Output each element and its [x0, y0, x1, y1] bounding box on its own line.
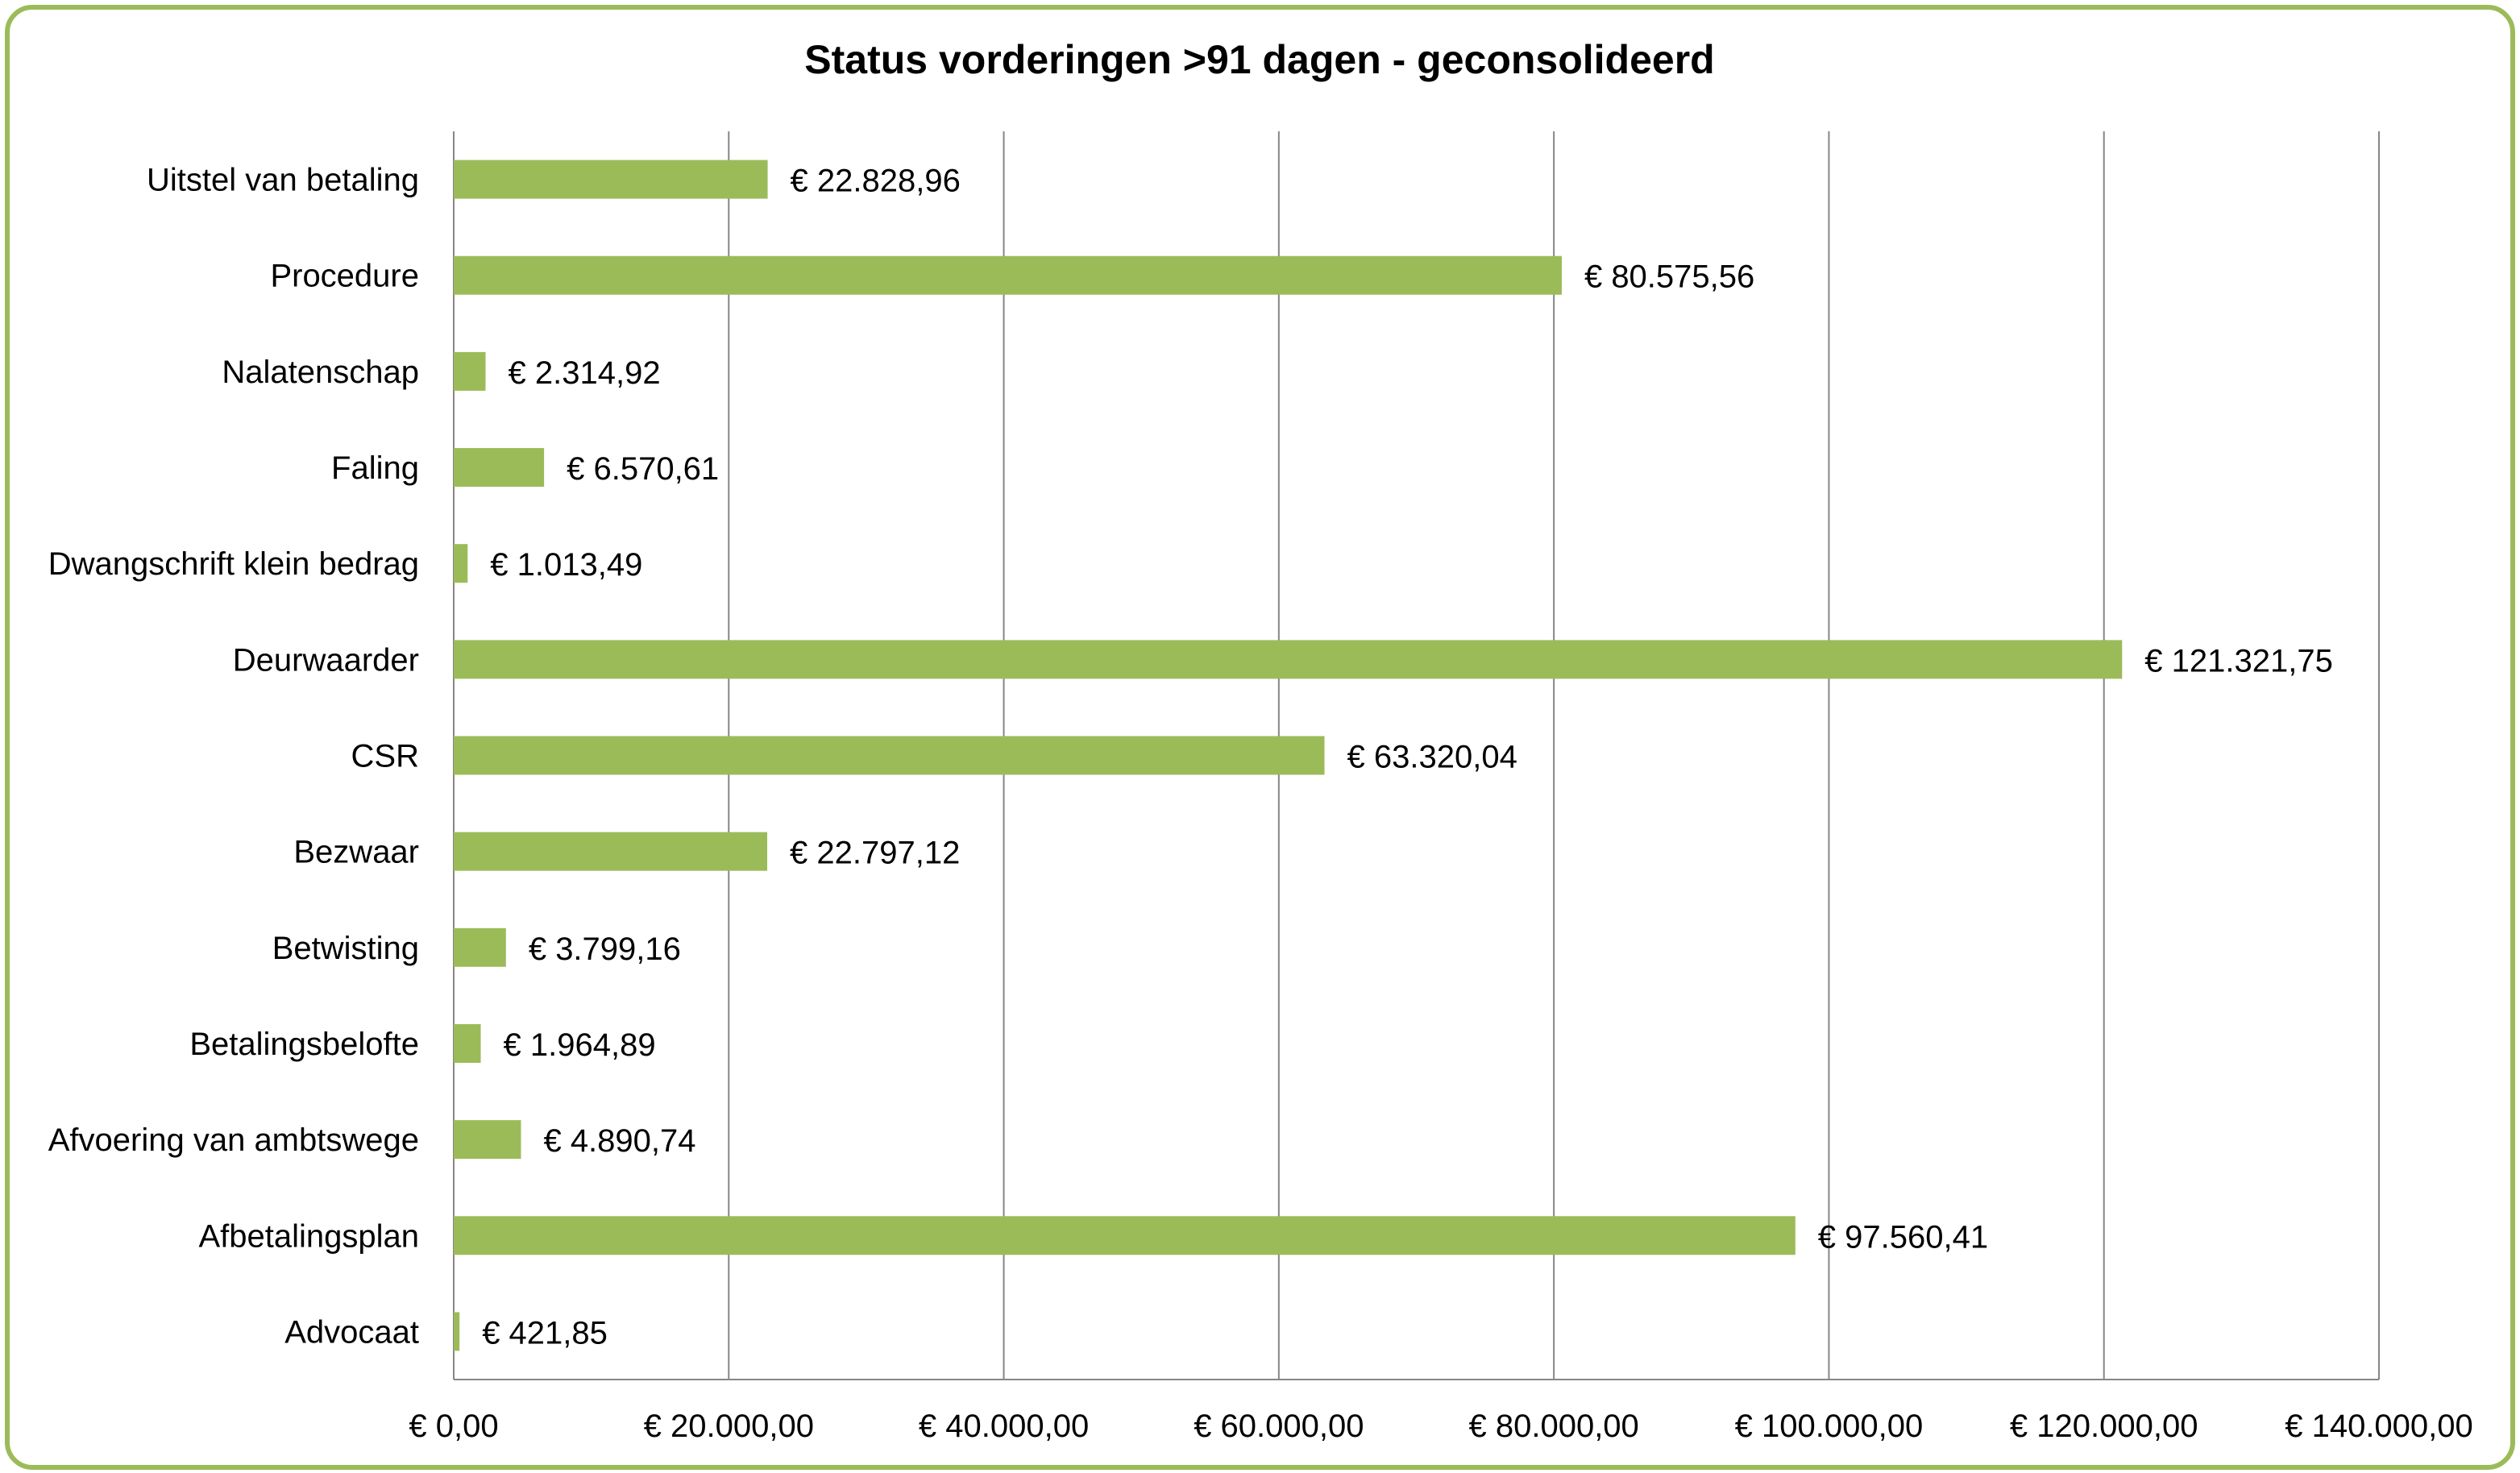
value-label-2: € 2.314,92 [509, 355, 661, 391]
category-label-8: Betwisting [272, 931, 419, 966]
category-labels: Uitstel van betaling Procedure Nalatenscha… [48, 163, 419, 1351]
x-axis-tick-labels: € 0,00 € 20.000,00 € 40.000,00 € 60.000,00 €… [409, 1409, 2472, 1444]
bar-7 [454, 832, 768, 871]
value-labels: € 22.828,96 € 80.575,56 € 2.314,92 € 6.570,… [482, 164, 2333, 1351]
x-tick-label-6: € 120.000,00 [2010, 1409, 2198, 1444]
value-label-7: € 22.797,12 [790, 836, 960, 871]
value-label-4: € 1.013,49 [490, 547, 642, 583]
category-label-1: Procedure [270, 259, 419, 294]
bar-11 [454, 1216, 1796, 1255]
category-label-4: Dwangschrift klein bedrag [48, 546, 419, 582]
value-label-8: € 3.799,16 [529, 932, 681, 967]
bar-10 [454, 1120, 521, 1160]
bar-5 [454, 640, 2123, 679]
category-label-3: Faling [331, 450, 419, 486]
category-label-5: Deurwaarder [233, 642, 419, 678]
category-label-11: Afbetalingsplan [198, 1218, 419, 1254]
x-tick-label-3: € 60.000,00 [1194, 1409, 1364, 1444]
bar-9 [454, 1023, 481, 1063]
bar-12 [454, 1312, 460, 1351]
value-label-10: € 4.890,74 [543, 1123, 695, 1159]
category-label-12: Advocaat [284, 1314, 419, 1350]
value-label-3: € 6.570,61 [567, 451, 719, 487]
bar-8 [454, 927, 506, 967]
value-label-11: € 97.560,41 [1818, 1219, 1988, 1255]
category-label-9: Betalingsbelofte [189, 1027, 419, 1062]
bar-4 [454, 544, 468, 583]
value-label-12: € 421,85 [482, 1315, 608, 1351]
value-label-1: € 80.575,56 [1584, 259, 1754, 295]
bar-2 [454, 351, 486, 391]
category-label-0: Uitstel van betaling [147, 163, 419, 198]
value-label-0: € 22.828,96 [791, 164, 961, 199]
x-tick-label-7: € 140.000,00 [2285, 1409, 2473, 1444]
x-tick-label-1: € 20.000,00 [644, 1409, 814, 1444]
category-label-10: Afvoering van ambtswege [48, 1122, 419, 1158]
category-label-6: CSR [351, 739, 419, 774]
x-tick-label-4: € 80.000,00 [1468, 1409, 1638, 1444]
value-label-9: € 1.964,89 [504, 1027, 656, 1063]
bar-3 [454, 448, 545, 488]
grid-lines [453, 131, 2380, 1380]
bar-1 [454, 255, 1562, 295]
chart-title: Status vorderingen >91 dagen - geconsoli… [804, 37, 1714, 82]
x-tick-label-5: € 100.000,00 [1735, 1409, 1924, 1444]
bar-6 [454, 736, 1325, 775]
x-tick-label-0: € 0,00 [409, 1409, 498, 1444]
bar-0 [454, 160, 768, 199]
category-label-2: Nalatenschap [222, 355, 419, 390]
category-label-7: Bezwaar [293, 835, 419, 870]
value-label-5: € 121.321,75 [2144, 643, 2333, 678]
value-label-6: € 63.320,04 [1347, 740, 1517, 775]
x-tick-label-2: € 40.000,00 [919, 1409, 1089, 1444]
bars [454, 160, 2123, 1351]
